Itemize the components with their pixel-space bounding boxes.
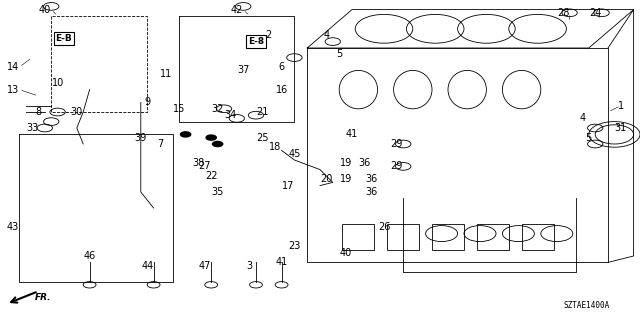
Text: 41: 41 <box>346 129 358 140</box>
Text: 33: 33 <box>26 123 38 133</box>
Text: 40: 40 <box>339 248 352 258</box>
Text: 42: 42 <box>230 4 243 15</box>
Text: 29: 29 <box>390 139 403 149</box>
Text: 15: 15 <box>173 104 186 114</box>
Text: 24: 24 <box>589 8 602 18</box>
Bar <box>342 224 374 250</box>
Text: 9: 9 <box>144 97 150 108</box>
Text: 14: 14 <box>6 62 19 72</box>
Circle shape <box>206 135 216 140</box>
Text: 38: 38 <box>192 158 205 168</box>
Text: 35: 35 <box>211 187 224 197</box>
Text: 34: 34 <box>224 110 237 120</box>
Text: 18: 18 <box>269 142 282 152</box>
Text: 10: 10 <box>51 78 64 88</box>
Text: 23: 23 <box>288 241 301 252</box>
Text: 5: 5 <box>336 49 342 60</box>
Text: 7: 7 <box>157 139 163 149</box>
Text: 30: 30 <box>70 107 83 117</box>
Text: FR.: FR. <box>35 293 52 302</box>
Text: 26: 26 <box>378 222 390 232</box>
Text: 32: 32 <box>211 104 224 114</box>
Text: 5: 5 <box>586 132 592 143</box>
Text: 40: 40 <box>38 4 51 15</box>
Text: 41: 41 <box>275 257 288 268</box>
Text: 46: 46 <box>83 251 96 261</box>
Text: 20: 20 <box>320 174 333 184</box>
Text: 25: 25 <box>256 132 269 143</box>
Circle shape <box>212 141 223 147</box>
Text: 43: 43 <box>6 222 19 232</box>
Text: 39: 39 <box>134 132 147 143</box>
Text: 6: 6 <box>278 62 285 72</box>
Text: 22: 22 <box>205 171 218 181</box>
Text: SZTAE1400A: SZTAE1400A <box>563 301 609 310</box>
Text: 4: 4 <box>579 113 586 124</box>
Text: 19: 19 <box>339 174 352 184</box>
Bar <box>387 224 419 250</box>
Text: 36: 36 <box>365 174 378 184</box>
Text: 28: 28 <box>557 8 570 18</box>
Text: 16: 16 <box>275 84 288 95</box>
Text: 1: 1 <box>618 100 624 111</box>
Bar <box>522 224 554 250</box>
Text: 13: 13 <box>6 84 19 95</box>
Text: 17: 17 <box>282 180 294 191</box>
Text: 47: 47 <box>198 260 211 271</box>
Text: 8: 8 <box>35 107 42 117</box>
Text: 31: 31 <box>614 123 627 133</box>
Text: 2: 2 <box>266 30 272 40</box>
Text: 4: 4 <box>323 30 330 40</box>
Text: E-B: E-B <box>56 34 72 43</box>
Text: 21: 21 <box>256 107 269 117</box>
Text: 11: 11 <box>160 68 173 79</box>
Bar <box>477 224 509 250</box>
Text: E-8: E-8 <box>248 37 264 46</box>
Text: E-B: E-B <box>56 33 72 44</box>
Text: 44: 44 <box>141 260 154 271</box>
Text: 29: 29 <box>390 161 403 172</box>
Text: 27: 27 <box>198 161 211 172</box>
Text: 36: 36 <box>358 158 371 168</box>
Circle shape <box>180 132 191 137</box>
Bar <box>432 224 464 250</box>
Text: 3: 3 <box>246 260 253 271</box>
Text: 36: 36 <box>365 187 378 197</box>
Text: 45: 45 <box>288 148 301 159</box>
Text: 19: 19 <box>339 158 352 168</box>
Text: 37: 37 <box>237 65 250 76</box>
